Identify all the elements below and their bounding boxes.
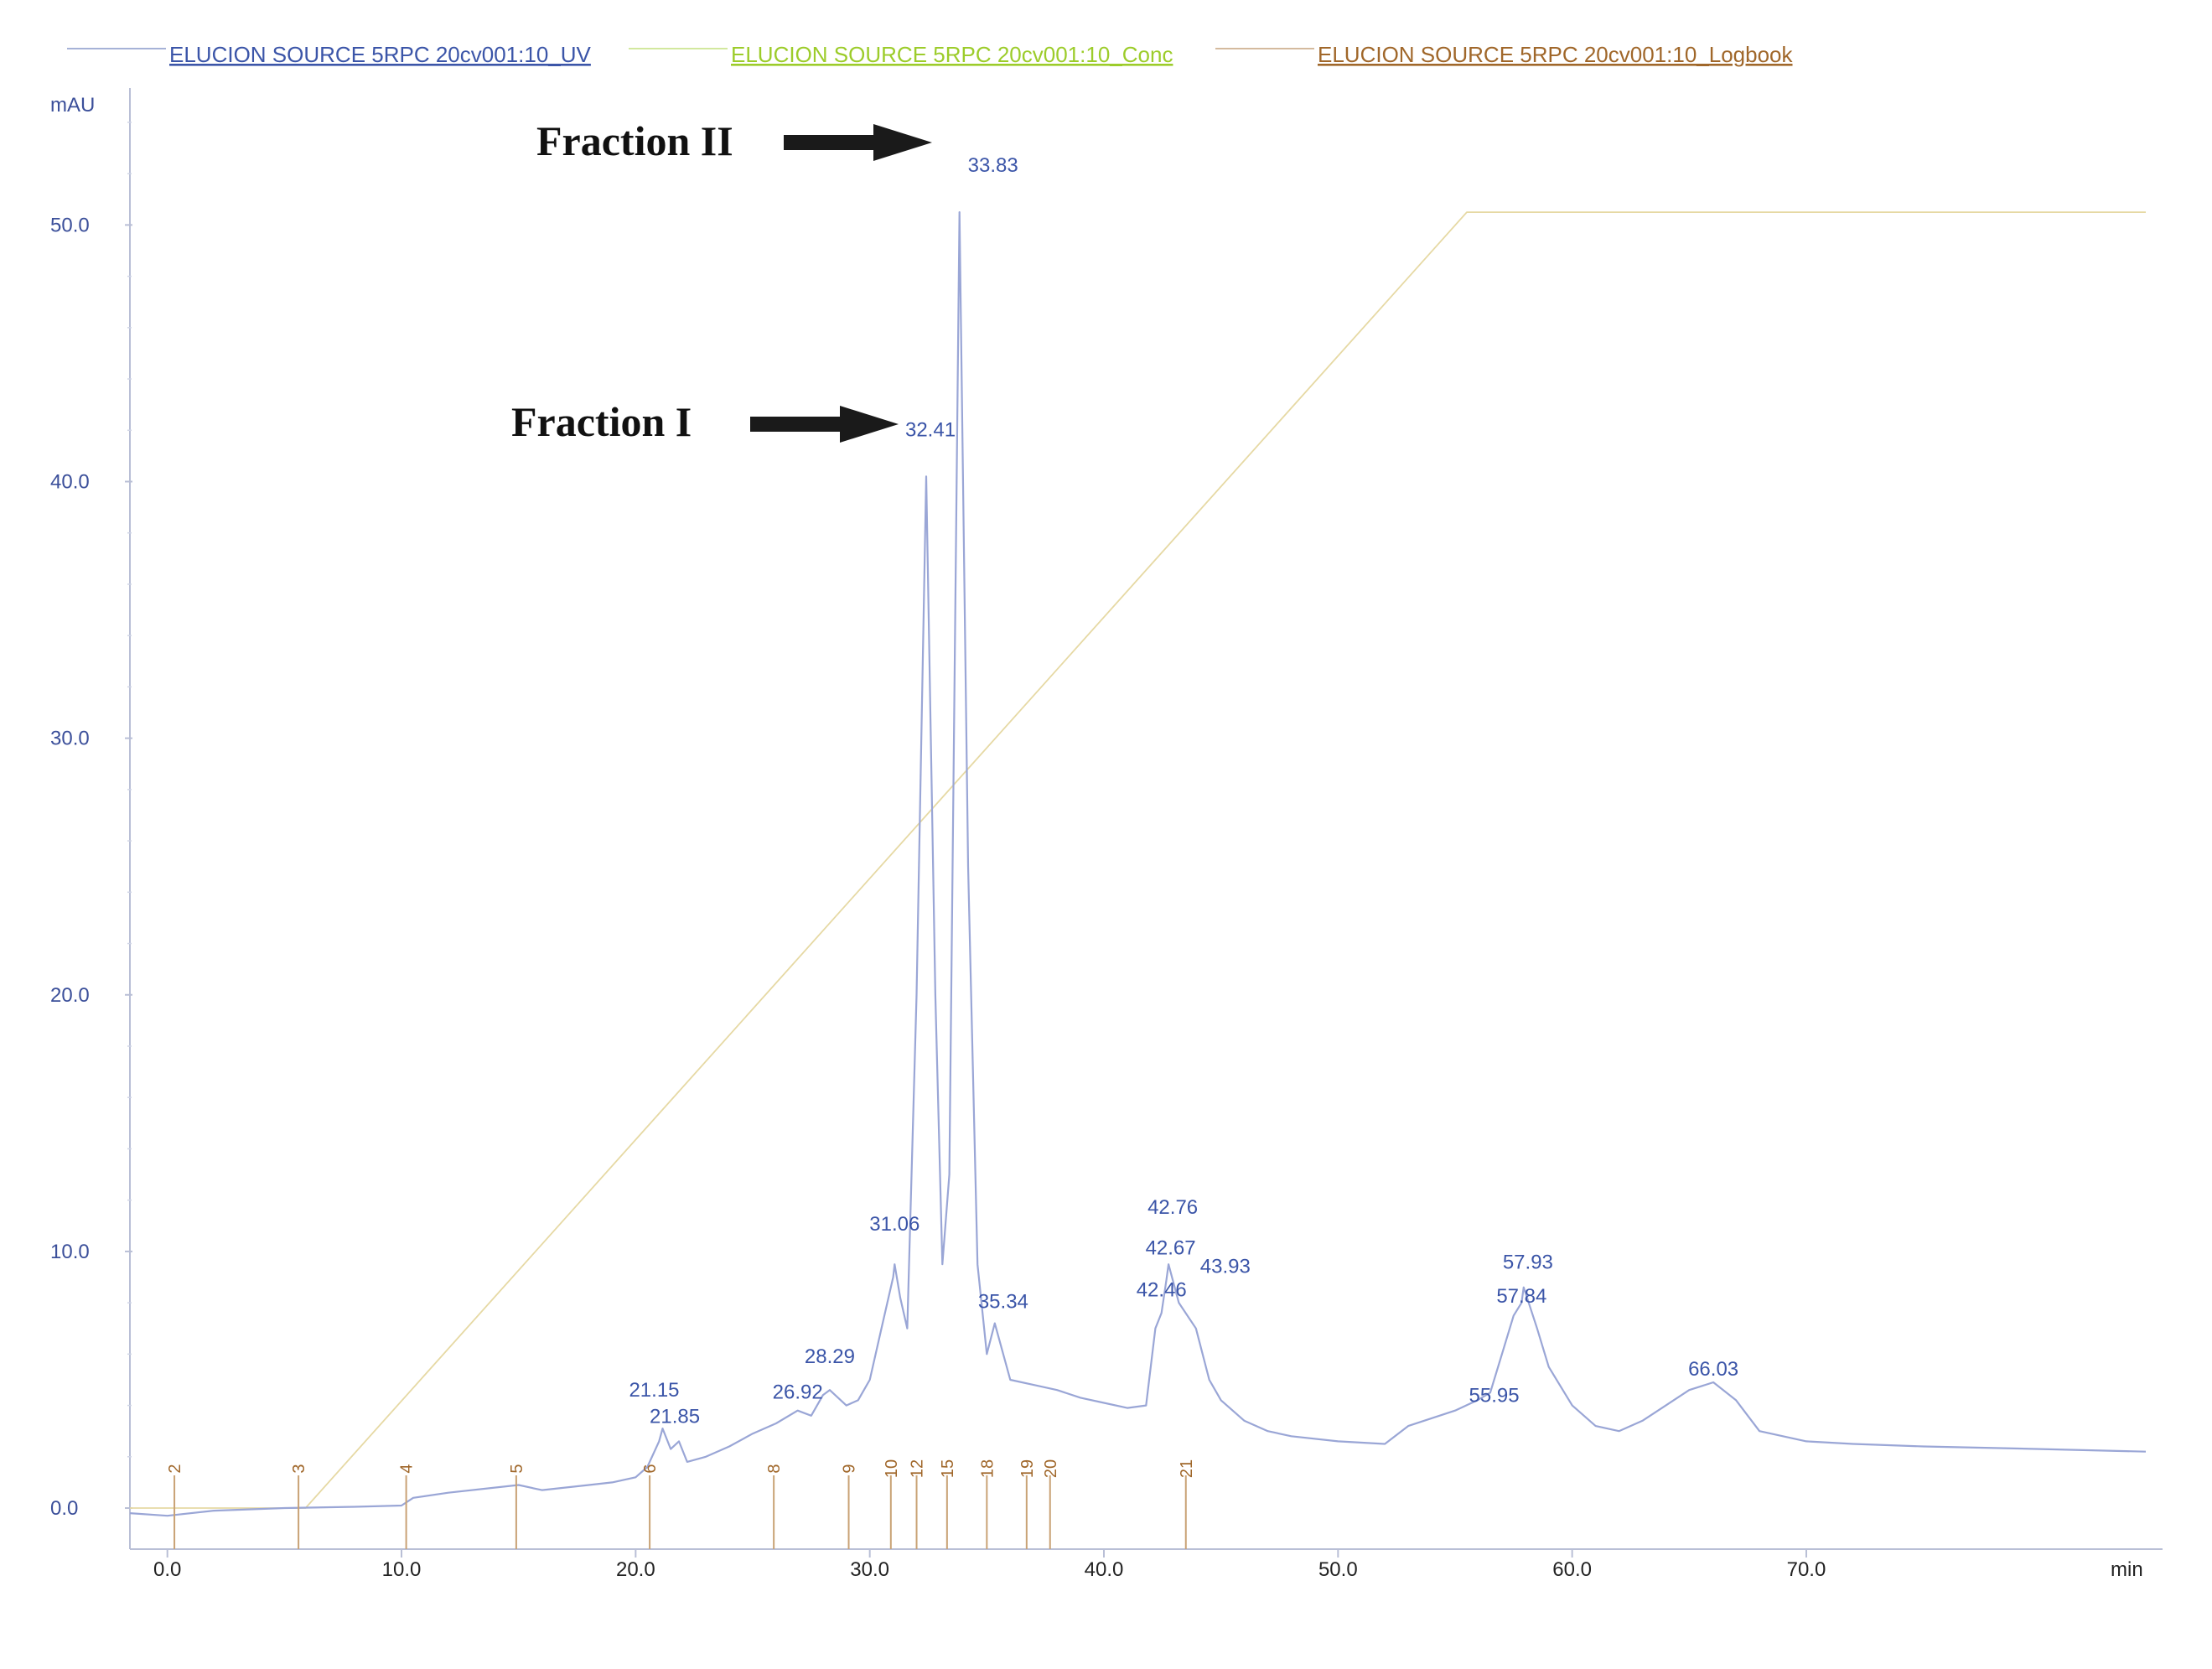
uv-trace-line (129, 211, 2147, 1517)
fraction-mark-label: 6 (641, 1464, 660, 1473)
peak-label-31-06: 31.06 (869, 1213, 920, 1236)
conc-gradient-line (130, 211, 2146, 1509)
arrow-head (840, 406, 899, 443)
peak-label-21-85: 21.85 (650, 1405, 700, 1428)
x-tick-label: 60.0 (1552, 1558, 1592, 1581)
fraction-mark-label: 10 (883, 1459, 901, 1478)
annotations: Fraction II Fraction I (511, 117, 932, 445)
x-tick-label: 50.0 (1318, 1558, 1358, 1581)
fraction-mark-label: 12 (909, 1459, 927, 1478)
peak-labels: 33.83 32.41 31.06 35.34 28.29 26.92 21.15 21.85… (629, 154, 1738, 1428)
peak-label-35-34: 35.34 (978, 1291, 1028, 1314)
peak-label-26-92: 26.92 (773, 1381, 823, 1404)
legend-label-0: ELUCION SOURCE 5RPC 20cv001:10_UV (169, 42, 592, 67)
arrow-head (873, 124, 932, 161)
y-tick-label: 0.0 (50, 1497, 78, 1520)
peak-label-42-67: 42.67 (1146, 1237, 1196, 1260)
fraction-mark-label: 19 (1018, 1459, 1037, 1478)
fraction-mark-label: 15 (939, 1459, 957, 1478)
legend: ELUCION SOURCE 5RPC 20cv001:10_UV ELUCION… (67, 42, 1794, 67)
x-tick-label: 20.0 (616, 1558, 655, 1581)
x-tick-label: 40.0 (1085, 1558, 1124, 1581)
peak-label-42-76: 42.76 (1147, 1196, 1198, 1219)
arrow-icon (750, 406, 899, 443)
peak-label-28-29: 28.29 (805, 1345, 855, 1368)
peak-label-57-84: 57.84 (1496, 1285, 1546, 1308)
y-tick-label: 40.0 (50, 471, 90, 494)
annotation-fraction-i: Fraction I (511, 398, 692, 445)
axes: mAU min 0.0 10.0 20.0 30.0 40.0 50.0 0.0 10.0 20.0… (50, 88, 2163, 1581)
y-tick-label: 10.0 (50, 1241, 90, 1263)
y-tick-label: 50.0 (50, 214, 90, 236)
fraction-mark-label: 5 (508, 1464, 526, 1473)
fraction-mark-label: 21 (1178, 1459, 1196, 1478)
peak-label-33-83: 33.83 (968, 154, 1018, 177)
y-tick-label: 20.0 (50, 984, 90, 1007)
fraction-mark-label: 2 (166, 1464, 184, 1473)
arrow-icon (784, 124, 932, 161)
x-tick-label: 70.0 (1787, 1558, 1826, 1581)
series-layer (129, 211, 2147, 1517)
peak-label-43-93: 43.93 (1200, 1256, 1251, 1278)
arrow-shaft (784, 135, 882, 150)
x-axis-unit: min (2111, 1558, 2143, 1581)
peak-label-57-93: 57.93 (1503, 1252, 1553, 1274)
peak-label-21-15: 21.15 (629, 1379, 679, 1402)
legend-label-2: ELUCION SOURCE 5RPC 20cv001:10_Logbook (1318, 42, 1794, 67)
fraction-marks: 2 3 4 5 6 8 9 10 12 15 18 19 20 21 (166, 1459, 1196, 1549)
x-tick-label: 0.0 (153, 1558, 181, 1581)
peak-label-42-46: 42.46 (1137, 1278, 1187, 1301)
fraction-mark-label: 9 (841, 1464, 859, 1473)
arrow-shaft (750, 417, 848, 432)
y-tick-label: 30.0 (50, 728, 90, 750)
x-tick-label: 30.0 (850, 1558, 889, 1581)
peak-label-66-03: 66.03 (1688, 1358, 1738, 1381)
fraction-mark-label: 18 (978, 1459, 997, 1478)
fraction-mark-label: 8 (765, 1464, 784, 1473)
legend-label-1: ELUCION SOURCE 5RPC 20cv001:10_Conc (731, 42, 1173, 67)
peak-label-55-95: 55.95 (1469, 1384, 1520, 1407)
annotation-fraction-ii: Fraction II (536, 117, 733, 164)
x-tick-label: 10.0 (382, 1558, 422, 1581)
peak-label-32-41: 32.41 (905, 418, 956, 441)
y-axis-unit: mAU (50, 94, 95, 117)
fraction-mark-label: 4 (398, 1464, 417, 1473)
fraction-mark-label: 20 (1042, 1459, 1060, 1478)
fraction-mark-label: 3 (290, 1464, 308, 1473)
